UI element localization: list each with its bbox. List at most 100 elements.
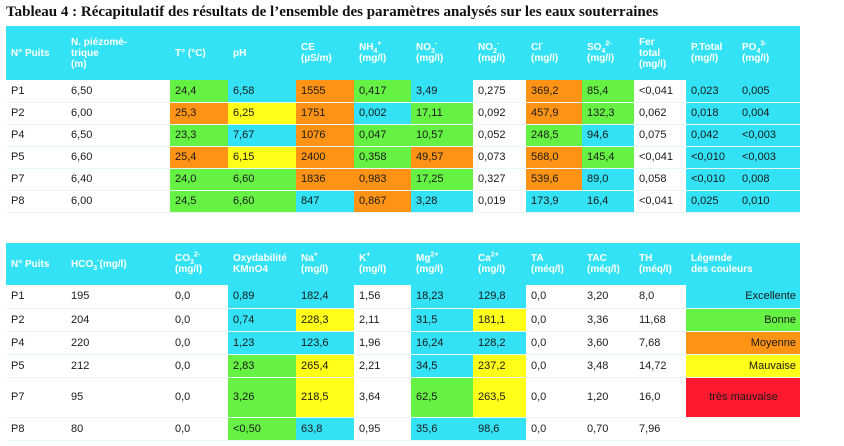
cell-ptotal: <0,010 bbox=[686, 168, 737, 191]
cell-piezo: 6,00 bbox=[66, 102, 170, 125]
cell-k: 1,56 bbox=[354, 285, 411, 309]
cell-co3: 0,0 bbox=[170, 377, 228, 418]
cell-cl: 568,0 bbox=[526, 146, 582, 169]
cell-hco3: 220 bbox=[66, 331, 170, 355]
cell-hco3: 204 bbox=[66, 308, 170, 332]
cell-piezo: 6,40 bbox=[66, 168, 170, 191]
cell-no3: 3,28 bbox=[411, 190, 473, 213]
table-row: P8 80 0,0 <0,50 63,8 0,95 35,6 98,6 0,0 0,70 7,96 bbox=[6, 417, 800, 441]
cell-fer: 0,075 bbox=[634, 124, 686, 147]
cell-puits: P4 bbox=[6, 331, 66, 355]
cell-nh4: 0,358 bbox=[354, 146, 411, 169]
cell-ca: 98,6 bbox=[473, 417, 526, 441]
cell-ta: 0,0 bbox=[526, 417, 582, 441]
table-row: P1 6,50 24,4 6,58 1555 0,417 3,49 0,275 369,2 85,… bbox=[6, 80, 800, 103]
table-row: P7 95 0,0 3,26 218,5 3,64 62,5 263,5 0,0 1,20 16,0… bbox=[6, 377, 800, 418]
cell-ca: 237,2 bbox=[473, 354, 526, 378]
cell-ca: 263,5 bbox=[473, 377, 526, 418]
cell-co3: 0,0 bbox=[170, 308, 228, 332]
cell-nh4: 0,047 bbox=[354, 124, 411, 147]
header-hco3: HCO3-(mg/l) bbox=[66, 243, 170, 285]
legend-item: Mauvaise bbox=[686, 354, 800, 378]
cell-no3: 3,49 bbox=[411, 80, 473, 103]
cell-tac: 3,36 bbox=[582, 308, 634, 332]
cell-po4: 0,005 bbox=[737, 80, 800, 103]
header-k: K+ (mg/l) bbox=[354, 243, 411, 285]
cell-ph: 6,15 bbox=[228, 146, 296, 169]
cell-ph: 6,58 bbox=[228, 80, 296, 103]
cell-puits: P2 bbox=[6, 102, 66, 125]
cell-so4: 94,6 bbox=[582, 124, 634, 147]
cell-ta: 0,0 bbox=[526, 285, 582, 309]
cell-mg: 18,23 bbox=[411, 285, 473, 309]
table-row: P8 6,00 24,5 6,60 847 0,867 3,28 0,019 173,9 16,4… bbox=[6, 190, 800, 213]
cell-k: 2,11 bbox=[354, 308, 411, 332]
cell-no2: 0,092 bbox=[473, 102, 526, 125]
cell-puits: P5 bbox=[6, 354, 66, 378]
cell-hco3: 80 bbox=[66, 417, 170, 441]
cell-puits: P8 bbox=[6, 417, 66, 441]
cell-ce: 1751 bbox=[296, 102, 354, 125]
cell-po4: 0,008 bbox=[737, 168, 800, 191]
cell-piezo: 6,00 bbox=[66, 190, 170, 213]
cell-puits: P7 bbox=[6, 168, 66, 191]
cell-temp: 23,3 bbox=[170, 124, 228, 147]
cell-temp: 24,0 bbox=[170, 168, 228, 191]
cell-puits: P1 bbox=[6, 80, 66, 103]
table-row: P5 6,60 25,4 6,15 2400 0,358 49,57 0,073 568,0 14… bbox=[6, 146, 800, 169]
cell-th: 14,72 bbox=[634, 354, 686, 378]
cell-ce: 1836 bbox=[296, 168, 354, 191]
cell-oxy: 0,74 bbox=[228, 308, 296, 332]
cell-ce: 2400 bbox=[296, 146, 354, 169]
cell-oxy: <0,50 bbox=[228, 417, 296, 441]
cell-th: 8,0 bbox=[634, 285, 686, 309]
cell-hco3: 195 bbox=[66, 285, 170, 309]
header-ta: TA (méq/l) bbox=[526, 243, 582, 285]
header-piezo: N. piézomé-trique (m) bbox=[66, 26, 170, 80]
cell-ca: 181,1 bbox=[473, 308, 526, 332]
header-temp: T° (°C) bbox=[170, 26, 228, 80]
header-th: TH (méq/l) bbox=[634, 243, 686, 285]
cell-no3: 10,57 bbox=[411, 124, 473, 147]
cell-co3: 0,0 bbox=[170, 331, 228, 355]
cell-th: 11,68 bbox=[634, 308, 686, 332]
cell-ce: 1076 bbox=[296, 124, 354, 147]
cell-mg: 62,5 bbox=[411, 377, 473, 418]
cell-k: 2,21 bbox=[354, 354, 411, 378]
header-so4: SO42- (mg/l) bbox=[582, 26, 634, 80]
cell-ta: 0,0 bbox=[526, 331, 582, 355]
header-puits: N° Puits bbox=[6, 26, 66, 80]
cell-nh4: 0,002 bbox=[354, 102, 411, 125]
header-ca: Ca2+ (mg/l) bbox=[473, 243, 526, 285]
cell-cl: 539,6 bbox=[526, 168, 582, 191]
cell-temp: 25,4 bbox=[170, 146, 228, 169]
cell-ce: 1555 bbox=[296, 80, 354, 103]
cell-ca: 128,2 bbox=[473, 331, 526, 355]
table-row: P5 212 0,0 2,83 265,4 2,21 34,5 237,2 0,0 3,48 14,… bbox=[6, 354, 800, 378]
cell-ptotal: 0,042 bbox=[686, 124, 737, 147]
cell-po4: 0,004 bbox=[737, 102, 800, 125]
legend-item: Moyenne bbox=[686, 331, 800, 355]
cell-na: 123,6 bbox=[296, 331, 354, 355]
cell-no2: 0,019 bbox=[473, 190, 526, 213]
cell-na: 218,5 bbox=[296, 377, 354, 418]
cell-ph: 6,25 bbox=[228, 102, 296, 125]
header-no3: NO3- (mg/l) bbox=[411, 26, 473, 80]
cell-po4: <0,003 bbox=[737, 146, 800, 169]
table-title: Tableau 4 : Récapitulatif des résultats … bbox=[6, 4, 659, 20]
header-tac: TAC (méq/l) bbox=[582, 243, 634, 285]
cell-cl: 173,9 bbox=[526, 190, 582, 213]
cell-temp: 24,4 bbox=[170, 80, 228, 103]
cell-ph: 6,60 bbox=[228, 190, 296, 213]
header-oxy: Oxydabilité KMnO4 bbox=[228, 243, 296, 285]
cell-so4: 16,4 bbox=[582, 190, 634, 213]
cell-hco3: 212 bbox=[66, 354, 170, 378]
cell-fer: <0,041 bbox=[634, 146, 686, 169]
cell-ptotal: 0,025 bbox=[686, 190, 737, 213]
cell-na: 228,3 bbox=[296, 308, 354, 332]
table-row: P7 6,40 24,0 6,60 1836 0,983 17,25 0,327 539,6 89… bbox=[6, 168, 800, 191]
cell-no3: 17,11 bbox=[411, 102, 473, 125]
cell-puits: P4 bbox=[6, 124, 66, 147]
header-nh4: NH4+ (mg/l) bbox=[354, 26, 411, 80]
header-mg: Mg2+ (mg/l) bbox=[411, 243, 473, 285]
